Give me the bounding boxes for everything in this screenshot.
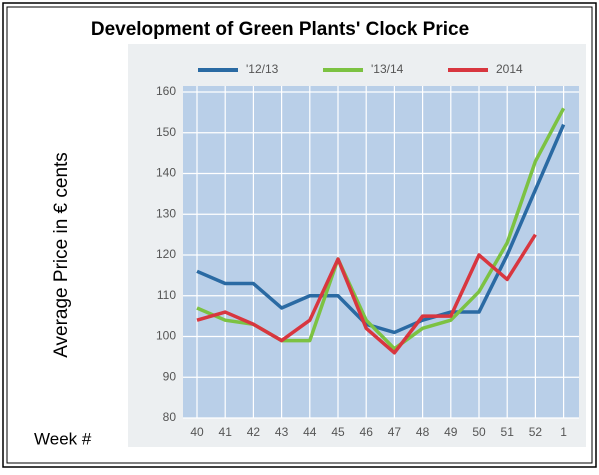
plot-area [183, 86, 579, 418]
legend-label: '12/13 [246, 62, 279, 76]
x-tick-label: 41 [219, 425, 233, 439]
x-tick-label: 40 [190, 425, 204, 439]
chart-title: Development of Green Plants' Clock Price [91, 19, 469, 40]
legend-label: 2014 [496, 62, 523, 76]
series-line [196, 233, 537, 355]
x-tick-label: 48 [416, 425, 430, 439]
y-tick-label: 80 [163, 410, 177, 424]
x-tick-label: 49 [444, 425, 458, 439]
x-tick-label: 52 [529, 425, 543, 439]
x-axis-label: Week # [34, 429, 92, 448]
y-tick-label: 130 [156, 206, 176, 220]
x-tick-label: 42 [247, 425, 261, 439]
x-tick-label: 43 [275, 425, 289, 439]
x-tick-label: 44 [303, 425, 317, 439]
x-tick-label: 45 [331, 425, 345, 439]
y-tick-label: 150 [156, 125, 176, 139]
y-tick-label: 120 [156, 247, 176, 261]
x-tick-label: 51 [501, 425, 515, 439]
y-tick-label: 140 [156, 166, 176, 180]
y-axis-label: Average Price in € cents [51, 152, 72, 358]
series-line [196, 123, 566, 335]
x-tick-label: 46 [360, 425, 374, 439]
x-tick-label: 50 [472, 425, 486, 439]
x-tick-label: 1 [560, 425, 567, 439]
legend-label: '13/14 [371, 62, 404, 76]
y-tick-label: 90 [163, 369, 177, 383]
y-tick-label: 110 [157, 288, 176, 302]
y-tick-label: 100 [156, 329, 176, 343]
x-tick-label: 47 [388, 425, 402, 439]
inner-frame [6, 6, 593, 464]
y-tick-label: 160 [156, 84, 176, 98]
outer-frame [2, 2, 597, 468]
